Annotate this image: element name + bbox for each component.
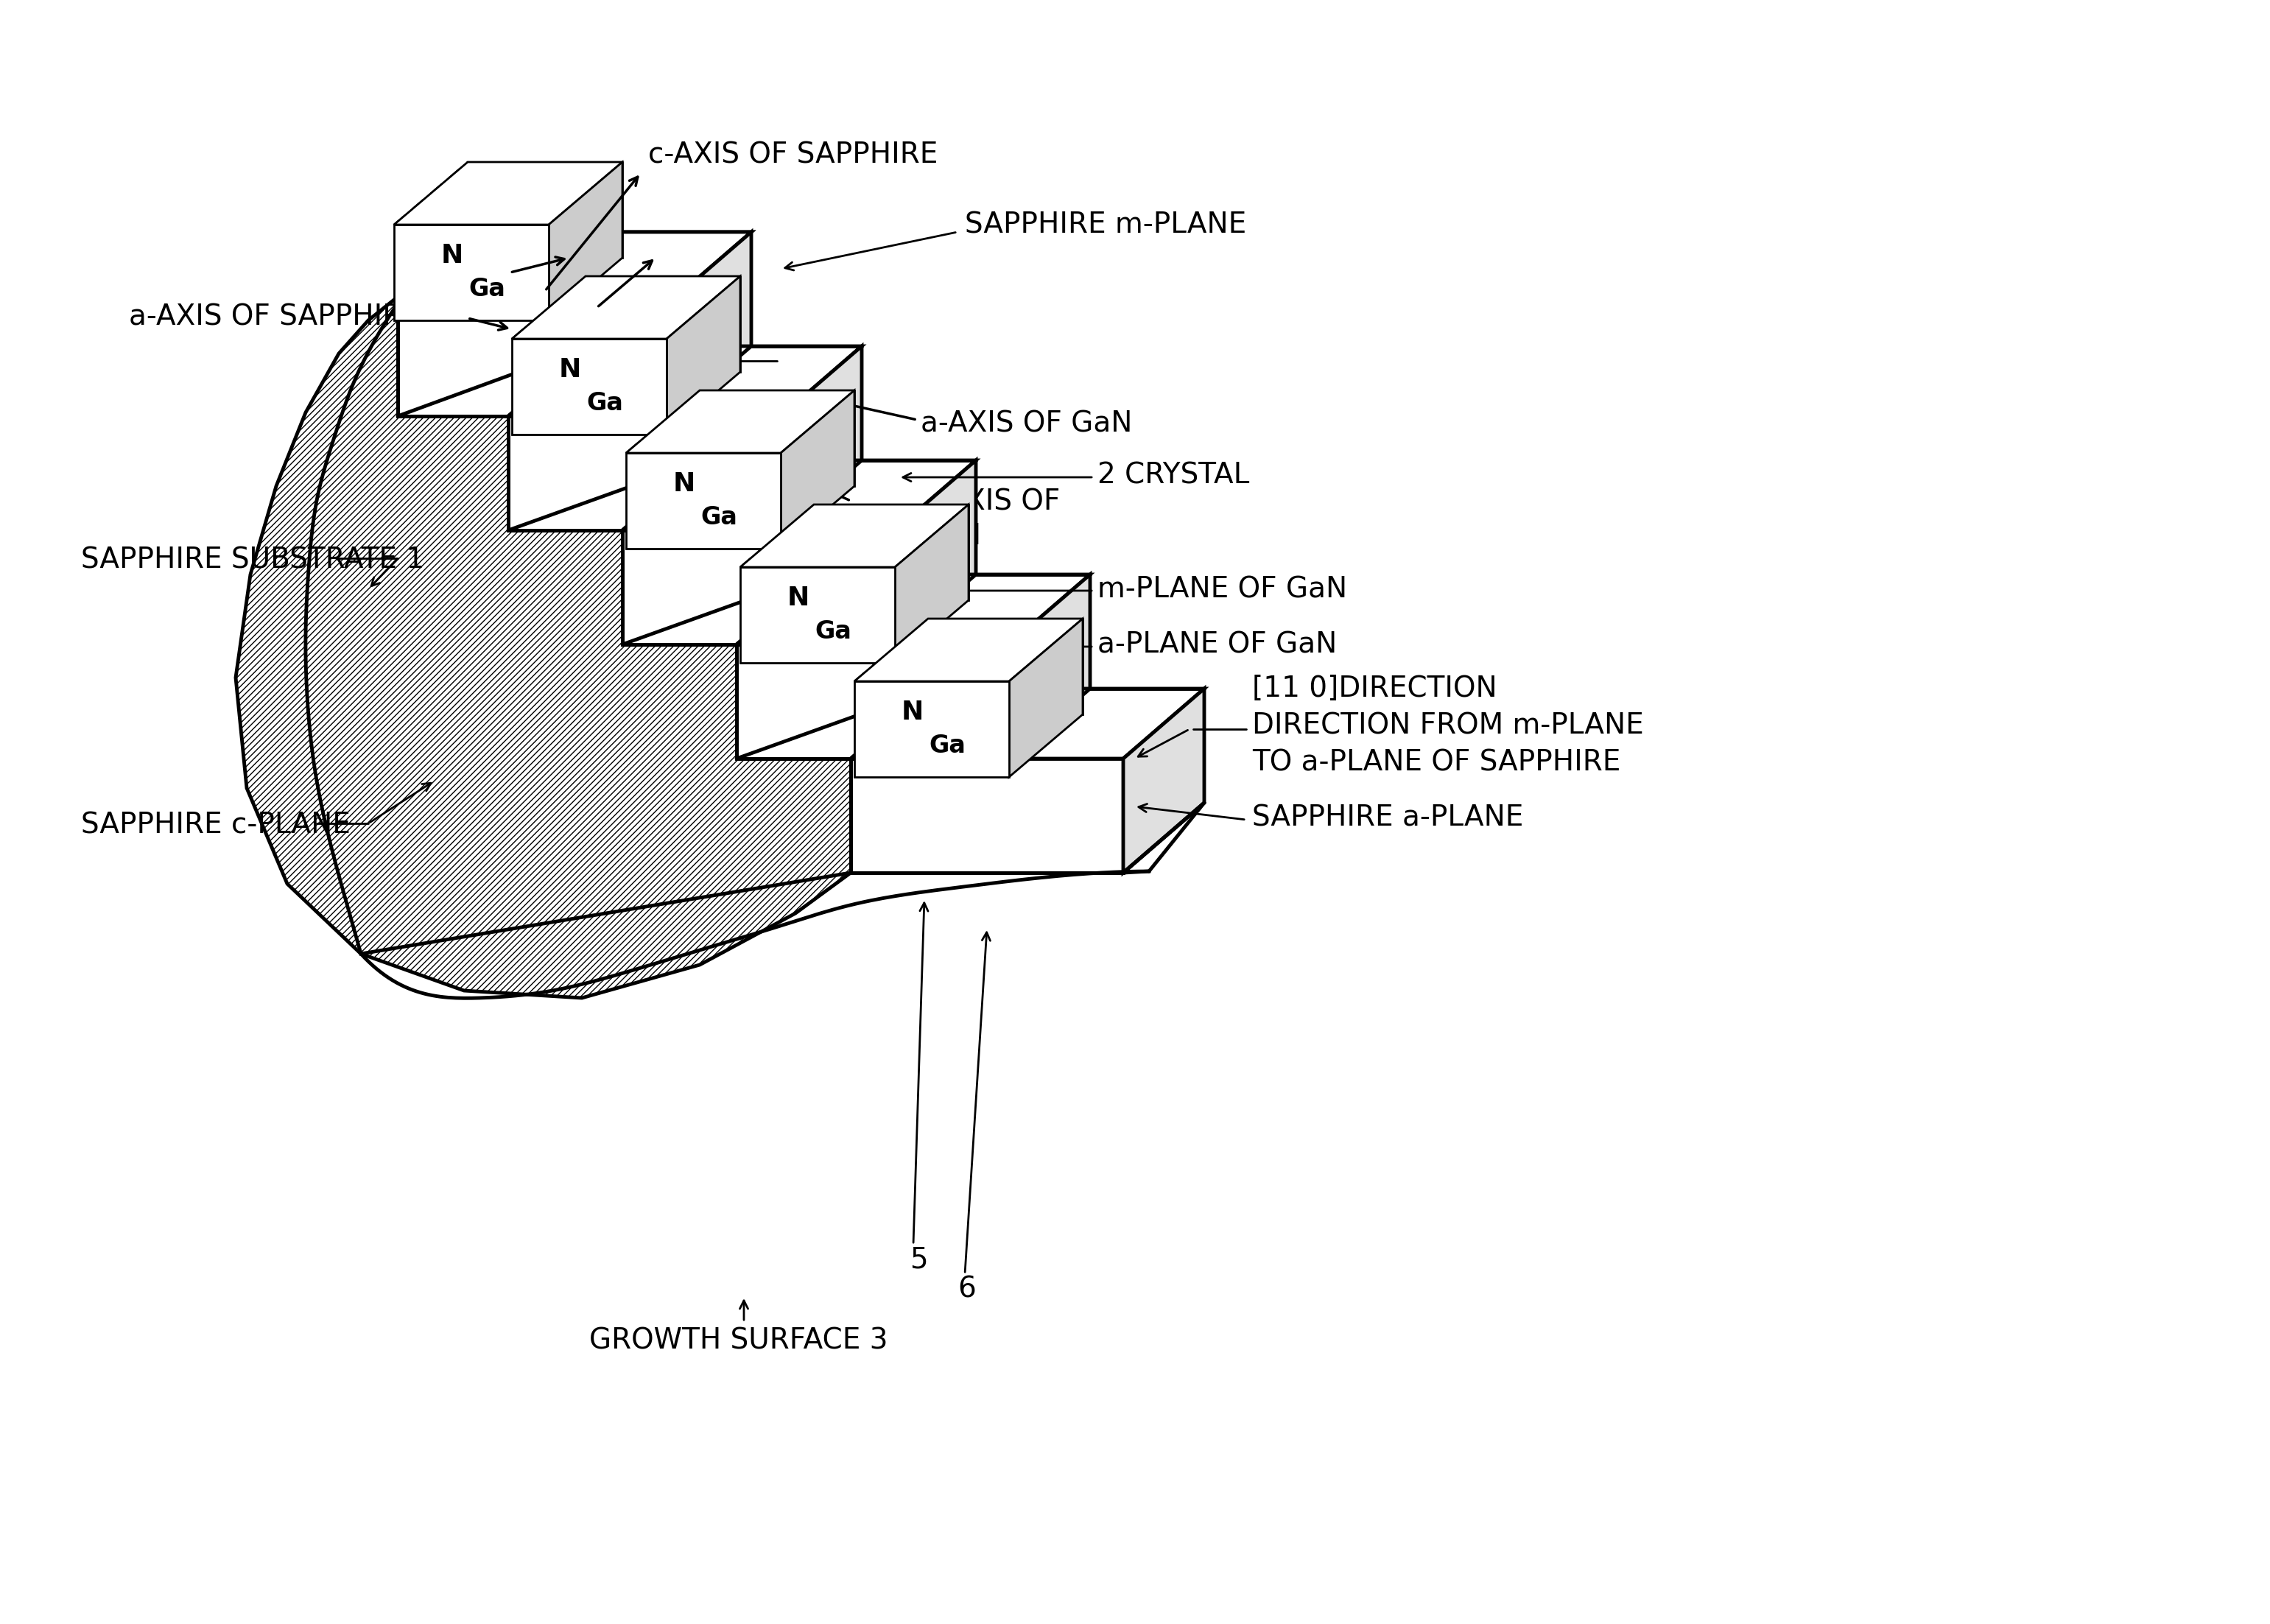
Text: m-PLANE OF GaN: m-PLANE OF GaN bbox=[1096, 575, 1346, 603]
Polygon shape bbox=[627, 390, 854, 453]
Text: 4: 4 bbox=[781, 348, 799, 375]
Text: SAPPHIRE a-PLANE: SAPPHIRE a-PLANE bbox=[1253, 804, 1523, 831]
Polygon shape bbox=[928, 619, 1083, 715]
Text: Ga: Ga bbox=[815, 620, 851, 643]
Text: 6: 6 bbox=[958, 1275, 976, 1302]
Polygon shape bbox=[549, 162, 622, 320]
Polygon shape bbox=[395, 224, 549, 320]
Polygon shape bbox=[513, 339, 667, 435]
Polygon shape bbox=[397, 232, 751, 302]
Polygon shape bbox=[468, 162, 622, 258]
Polygon shape bbox=[781, 390, 854, 549]
Polygon shape bbox=[1124, 689, 1203, 872]
Polygon shape bbox=[622, 531, 894, 645]
Polygon shape bbox=[851, 689, 1203, 758]
Polygon shape bbox=[894, 505, 969, 663]
Polygon shape bbox=[1010, 575, 1090, 758]
Text: [11 0]DIRECTION
DIRECTION FROM m-PLANE
TO a-PLANE OF SAPPHIRE: [11 0]DIRECTION DIRECTION FROM m-PLANE T… bbox=[1253, 674, 1643, 776]
Polygon shape bbox=[395, 162, 622, 224]
Polygon shape bbox=[586, 276, 740, 372]
Polygon shape bbox=[670, 232, 751, 416]
Text: SAPPHIRE c-PLANE: SAPPHIRE c-PLANE bbox=[82, 810, 350, 840]
Polygon shape bbox=[815, 505, 969, 601]
Polygon shape bbox=[667, 276, 740, 435]
Polygon shape bbox=[854, 682, 1010, 776]
Text: 2 CRYSTAL: 2 CRYSTAL bbox=[1096, 461, 1248, 489]
Polygon shape bbox=[854, 619, 1083, 682]
Text: θ: θ bbox=[406, 357, 431, 395]
Text: a-AXIS OF SAPPHIRE: a-AXIS OF SAPPHIRE bbox=[129, 302, 420, 331]
Polygon shape bbox=[508, 346, 863, 416]
Polygon shape bbox=[627, 453, 781, 549]
Text: a-AXIS OF GaN: a-AXIS OF GaN bbox=[922, 409, 1133, 437]
Text: N: N bbox=[440, 244, 463, 268]
Polygon shape bbox=[735, 645, 1010, 758]
Polygon shape bbox=[894, 460, 976, 645]
Text: GROWTH SURFACE 3: GROWTH SURFACE 3 bbox=[590, 1327, 888, 1354]
Polygon shape bbox=[740, 567, 894, 663]
Text: Ga: Ga bbox=[468, 278, 506, 302]
Polygon shape bbox=[781, 346, 863, 531]
Polygon shape bbox=[513, 276, 740, 339]
Polygon shape bbox=[236, 232, 1203, 999]
Text: SAPPHIRE SUBSTRATE 1: SAPPHIRE SUBSTRATE 1 bbox=[82, 546, 424, 573]
Text: SAPPHIRE m-PLANE: SAPPHIRE m-PLANE bbox=[965, 211, 1246, 239]
Polygon shape bbox=[699, 390, 854, 486]
Text: Ga: Ga bbox=[586, 391, 622, 416]
Text: c-AXIS OF
GaN: c-AXIS OF GaN bbox=[922, 487, 1060, 551]
Polygon shape bbox=[397, 302, 670, 416]
Text: Ga: Ga bbox=[701, 505, 738, 529]
Text: N: N bbox=[558, 357, 581, 382]
Text: N: N bbox=[672, 471, 695, 497]
Polygon shape bbox=[851, 758, 1124, 872]
Polygon shape bbox=[622, 460, 976, 531]
Text: a-PLANE OF GaN: a-PLANE OF GaN bbox=[1096, 630, 1337, 658]
Polygon shape bbox=[508, 416, 781, 531]
Text: 5: 5 bbox=[910, 1246, 928, 1273]
Polygon shape bbox=[735, 575, 1090, 645]
Text: N: N bbox=[901, 700, 924, 724]
Polygon shape bbox=[740, 505, 969, 567]
Text: c-AXIS OF SAPPHIRE: c-AXIS OF SAPPHIRE bbox=[649, 141, 938, 169]
Text: N: N bbox=[788, 586, 810, 611]
Text: Ga: Ga bbox=[928, 734, 965, 758]
Polygon shape bbox=[1010, 619, 1083, 776]
